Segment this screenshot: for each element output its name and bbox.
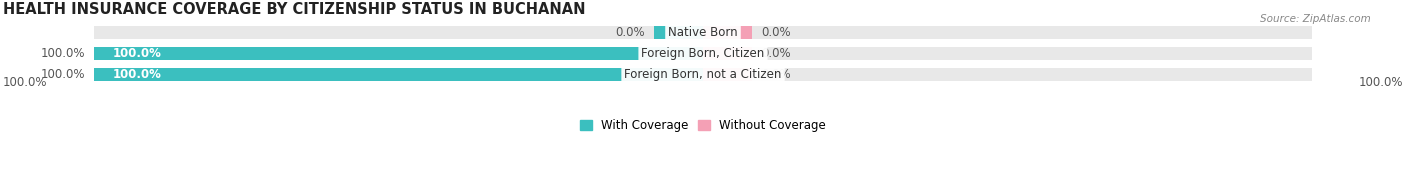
Text: 100.0%: 100.0% [112, 47, 162, 60]
Text: 100.0%: 100.0% [3, 76, 48, 89]
Text: 0.0%: 0.0% [616, 26, 645, 39]
Bar [94, 68, 703, 81]
Bar [654, 26, 703, 39]
Text: HEALTH INSURANCE COVERAGE BY CITIZENSHIP STATUS IN BUCHANAN: HEALTH INSURANCE COVERAGE BY CITIZENSHIP… [3, 2, 585, 17]
Bar [703, 26, 752, 39]
Text: 0.0%: 0.0% [761, 47, 790, 60]
Legend: With Coverage, Without Coverage: With Coverage, Without Coverage [575, 114, 831, 137]
Text: 100.0%: 100.0% [1358, 76, 1403, 89]
Text: 100.0%: 100.0% [41, 47, 84, 60]
Text: 100.0%: 100.0% [112, 68, 162, 81]
Bar [703, 68, 752, 81]
Text: Source: ZipAtlas.com: Source: ZipAtlas.com [1260, 14, 1371, 24]
Text: 0.0%: 0.0% [761, 68, 790, 81]
Bar [94, 68, 1312, 81]
Text: 100.0%: 100.0% [41, 68, 84, 81]
Bar [94, 47, 1312, 60]
Bar [94, 47, 703, 60]
Text: Native Born: Native Born [668, 26, 738, 39]
Text: 0.0%: 0.0% [761, 26, 790, 39]
Text: Foreign Born, not a Citizen: Foreign Born, not a Citizen [624, 68, 782, 81]
Bar [94, 26, 1312, 39]
Bar [703, 47, 752, 60]
Text: Foreign Born, Citizen: Foreign Born, Citizen [641, 47, 765, 60]
